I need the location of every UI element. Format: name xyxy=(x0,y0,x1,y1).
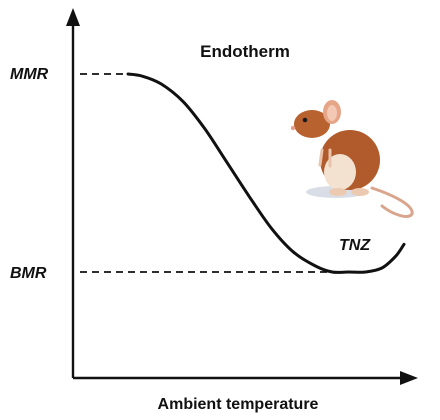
x-axis-label: Ambient temperature xyxy=(158,396,319,413)
mouse-icon xyxy=(290,100,414,218)
y-axis-arrow xyxy=(66,8,80,26)
chart-title: Endotherm xyxy=(200,42,290,61)
metabolic-rate-curve xyxy=(126,72,406,274)
bmr-label: BMR xyxy=(10,265,47,282)
mmr-label: MMR xyxy=(10,66,49,83)
tnz-label: TNZ xyxy=(339,237,371,254)
x-axis-arrow xyxy=(400,371,418,385)
